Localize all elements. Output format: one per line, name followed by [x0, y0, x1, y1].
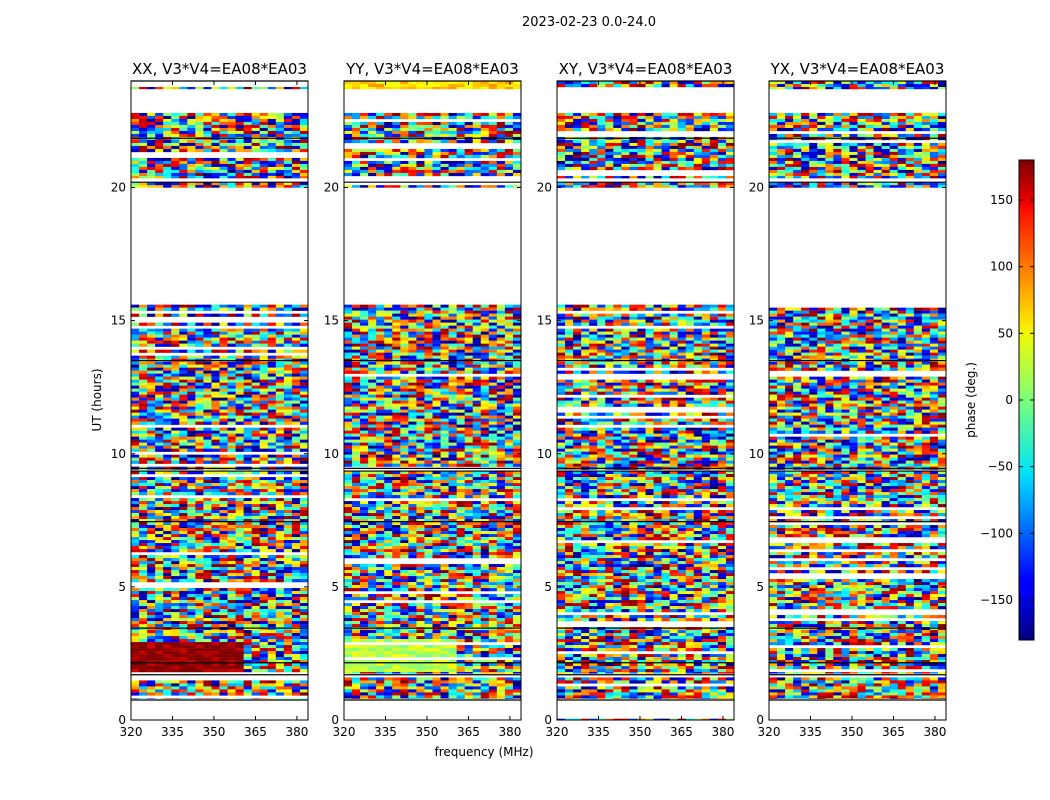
panel-frame: [556, 80, 735, 721]
panel-yy: YY, V3*V4=EA08*EA03 320 335 350 365 380 0 5 10 15…: [324, 60, 522, 739]
y-tick-label: 15: [324, 314, 339, 328]
x-tick-label: 365: [882, 725, 905, 739]
colorbar-tick-label: 50: [998, 326, 1013, 340]
y-tick-label: 5: [756, 580, 764, 594]
panel-title: YY, V3*V4=EA08*EA03: [345, 60, 519, 78]
y-axis-label: UT (hours): [90, 368, 104, 431]
x-tick-label: 380: [711, 725, 734, 739]
x-tick-label: 320: [758, 725, 781, 739]
y-tick-label: 10: [537, 447, 552, 461]
x-tick-label: 350: [629, 725, 652, 739]
x-tick-label: 335: [161, 725, 184, 739]
y-tick-label: 10: [749, 447, 764, 461]
x-tick-label: 320: [120, 725, 143, 739]
x-tick-label: 350: [203, 725, 226, 739]
x-tick-label: 365: [244, 725, 267, 739]
colorbar-tick-label: −100: [980, 526, 1013, 540]
y-tick-label: 15: [111, 314, 126, 328]
x-tick-label: 380: [923, 725, 946, 739]
y-tick-label: 5: [118, 580, 126, 594]
y-tick-label: 15: [749, 314, 764, 328]
x-tick-label: 335: [587, 725, 610, 739]
y-tick-label: 0: [756, 713, 764, 727]
x-tick-label: 320: [333, 725, 356, 739]
x-axis-label: frequency (MHz): [434, 745, 533, 759]
x-tick-label: 350: [841, 725, 864, 739]
phase-heatmap: [344, 81, 521, 699]
y-tick-label: 0: [544, 713, 552, 727]
x-tick-label: 350: [416, 725, 439, 739]
figure-title: 2023-02-23 0.0-24.0: [522, 15, 656, 30]
x-tick-label: 380: [285, 725, 308, 739]
y-tick-label: 10: [324, 447, 339, 461]
y-tick-label: 5: [544, 580, 552, 594]
x-tick-label: 335: [799, 725, 822, 739]
panel-frame: [130, 80, 309, 721]
colorbar-tick-label: 100: [990, 260, 1013, 274]
y-tick-label: 5: [331, 580, 339, 594]
x-tick-label: 320: [546, 725, 569, 739]
panel-title: YX, V3*V4=EA08*EA03: [770, 60, 945, 78]
panel-title: XY, V3*V4=EA08*EA03: [559, 60, 733, 78]
phase-heatmap: [131, 87, 308, 699]
colorbar-tick-label: −150: [980, 593, 1013, 607]
phase-heatmap: [769, 81, 946, 699]
x-tick-label: 365: [670, 725, 693, 739]
y-tick-label: 0: [331, 713, 339, 727]
x-tick-label: 365: [457, 725, 480, 739]
panel-frame: [768, 80, 947, 721]
y-tick-label: 20: [111, 181, 126, 195]
x-tick-label: 380: [498, 725, 521, 739]
panel-title: XX, V3*V4=EA08*EA03: [132, 60, 307, 78]
panel-xx: XX, V3*V4=EA08*EA03 320 335 350 365 380 0 5 10 15…: [111, 60, 309, 739]
y-tick-label: 20: [324, 181, 339, 195]
x-tick-label: 335: [374, 725, 397, 739]
panel-xy: XY, V3*V4=EA08*EA03 320 335 350 365 380 0 5 10 15…: [537, 60, 735, 739]
y-tick-label: 10: [111, 447, 126, 461]
colorbar: 150 100 50 0 −50 −100 −150 phase (deg.): [964, 159, 1035, 641]
y-tick-label: 0: [118, 713, 126, 727]
y-tick-label: 20: [537, 181, 552, 195]
colorbar-tick-label: 0: [1005, 393, 1013, 407]
panel-yx: YX, V3*V4=EA08*EA03 320 335 350 365 380 0 5 10 15…: [749, 60, 947, 739]
colorbar-tick-label: −50: [988, 460, 1013, 474]
y-tick-label: 20: [749, 181, 764, 195]
colorbar-label: phase (deg.): [964, 362, 978, 438]
y-tick-label: 15: [537, 314, 552, 328]
panel-frame: [343, 80, 522, 721]
phase-heatmap: [557, 81, 734, 720]
colorbar-tick-label: 150: [990, 193, 1013, 207]
